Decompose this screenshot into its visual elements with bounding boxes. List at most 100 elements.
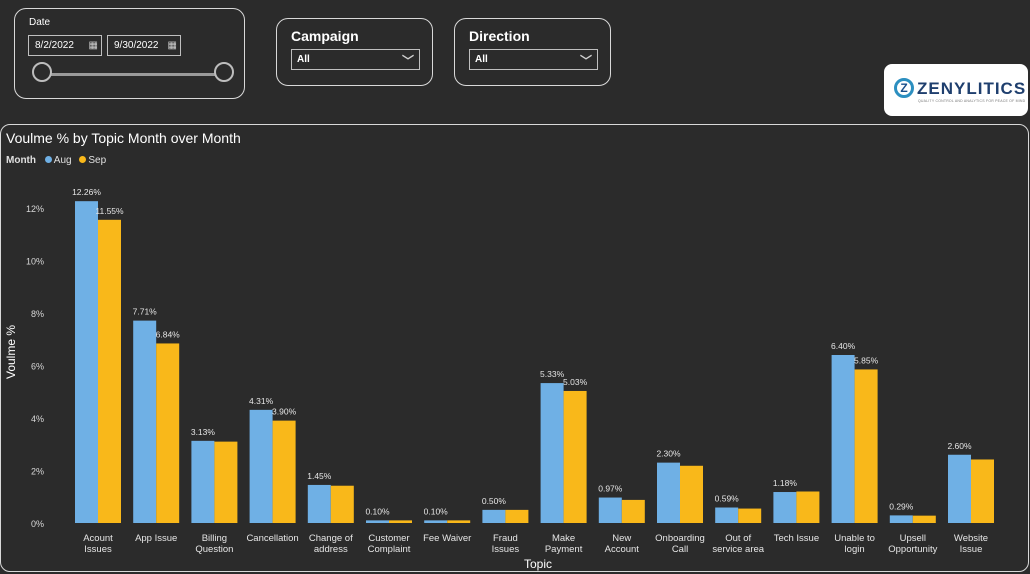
bar-aug (133, 320, 157, 523)
x-tick-label: Make (552, 533, 575, 544)
x-tick-label: Billing (202, 533, 227, 544)
bar-sep (98, 219, 121, 523)
bar-sep (330, 485, 354, 523)
chevron-down-icon[interactable]: ﹀ (401, 54, 414, 68)
x-tick-label: service area (712, 544, 764, 555)
x-tick-label: Upsell (900, 533, 926, 544)
y-axis-title: Voulme % (4, 325, 18, 379)
slider-end-handle[interactable] (214, 62, 234, 82)
legend-label-sep[interactable]: Sep (88, 155, 107, 166)
data-label: 1.18% (773, 478, 798, 488)
x-tick-label: Customer (368, 533, 409, 544)
direction-filter-card: Direction All ﹀ (454, 18, 611, 86)
x-tick-label: Unable to (834, 533, 875, 544)
x-tick-label: Call (672, 544, 688, 555)
bar-aug (831, 355, 855, 523)
data-label: 2.60% (947, 441, 972, 451)
data-label: 0.10% (365, 506, 390, 516)
bar-sep (447, 520, 471, 523)
data-label: 0.97% (598, 484, 623, 494)
bar-aug (249, 409, 273, 523)
y-tick-label: 4% (31, 414, 44, 424)
logo-mark-icon: Z (894, 78, 914, 98)
y-tick-label: 0% (31, 519, 44, 529)
x-tick-label: Account (605, 544, 640, 555)
direction-filter-label: Direction (469, 28, 530, 44)
bar-sep (796, 491, 820, 523)
calendar-icon[interactable]: ▦ (167, 40, 177, 51)
data-label: 12.26% (72, 187, 101, 197)
y-tick-label: 12% (26, 204, 44, 214)
bar-sep (272, 420, 296, 523)
x-tick-label: Issues (84, 544, 112, 555)
x-tick-label: Website (954, 533, 988, 544)
bar-aug (75, 201, 98, 524)
bar-aug (366, 520, 389, 523)
x-tick-label: New (612, 533, 631, 544)
bar-aug (191, 440, 215, 523)
bar-sep (621, 499, 645, 523)
campaign-dropdown[interactable]: All ﹀ (291, 49, 420, 70)
x-tick-label: Question (195, 544, 233, 555)
x-tick-label: Fraud (493, 533, 518, 544)
x-tick-label: Change of (309, 533, 353, 544)
bar-sep (912, 515, 936, 523)
bar-aug (540, 383, 564, 523)
end-date-input[interactable]: 9/30/2022 ▦ (107, 35, 181, 56)
direction-selected-value: All (475, 54, 488, 65)
y-tick-label: 10% (26, 257, 44, 267)
bar-aug (598, 497, 622, 523)
bar-aug (482, 509, 506, 523)
direction-dropdown[interactable]: All ﹀ (469, 49, 598, 70)
data-label: 3.90% (272, 407, 297, 417)
x-tick-label: Fee Waiver (423, 533, 471, 544)
bar-aug (889, 515, 913, 523)
date-filter-card: Date 8/2/2022 ▦ 9/30/2022 ▦ (14, 8, 245, 99)
bar-sep (738, 508, 762, 523)
end-date-value: 9/30/2022 (114, 40, 159, 51)
bar-aug (307, 484, 331, 523)
bar-sep (389, 520, 412, 523)
bar-sep (156, 343, 180, 523)
bar-aug (657, 462, 680, 523)
campaign-selected-value: All (297, 54, 310, 65)
data-label: 6.40% (831, 341, 856, 351)
data-label: 0.50% (482, 496, 507, 506)
legend-swatch-aug (44, 156, 52, 163)
data-label: 5.03% (563, 377, 588, 387)
campaign-filter-label: Campaign (291, 28, 359, 44)
x-tick-label: Onboarding (655, 533, 705, 544)
legend-label-aug[interactable]: Aug (53, 155, 72, 166)
x-tick-label: login (845, 544, 865, 555)
start-date-input[interactable]: 8/2/2022 ▦ (28, 35, 102, 56)
data-label: 0.29% (889, 501, 914, 511)
bar-sep (214, 441, 238, 523)
logo-tagline: QUALITY CONTROL AND ANALYTICS FOR PEACE … (918, 99, 1026, 103)
logo-wordmark: ZENYLITICS (917, 79, 1027, 98)
x-tick-label: Acount (83, 533, 113, 544)
x-tick-label: App Issue (135, 533, 177, 544)
bar-sep (854, 369, 878, 523)
chevron-down-icon[interactable]: ﹀ (579, 54, 592, 68)
date-range-slider[interactable] (43, 73, 225, 76)
data-label: 3.13% (191, 427, 216, 437)
data-label: 1.45% (307, 471, 332, 481)
slider-start-handle[interactable] (32, 62, 52, 82)
x-tick-label: Tech Issue (774, 533, 819, 544)
y-tick-label: 2% (31, 467, 44, 477)
calendar-icon[interactable]: ▦ (88, 40, 98, 51)
chart-title: Voulme % by Topic Month over Month (6, 130, 241, 146)
x-tick-label: Complaint (368, 544, 411, 555)
bar-aug (773, 492, 797, 523)
data-label: 5.33% (540, 369, 565, 379)
chart-legend: Month Aug Sep (6, 155, 109, 166)
legend-title: Month (6, 155, 36, 166)
data-label: 11.55% (95, 206, 124, 216)
data-label: 0.10% (424, 506, 449, 516)
y-tick-label: 8% (31, 309, 44, 319)
data-label: 0.59% (715, 494, 740, 504)
start-date-value: 8/2/2022 (35, 40, 74, 51)
x-axis-title: Topic (524, 557, 552, 571)
x-tick-label: address (314, 544, 348, 555)
